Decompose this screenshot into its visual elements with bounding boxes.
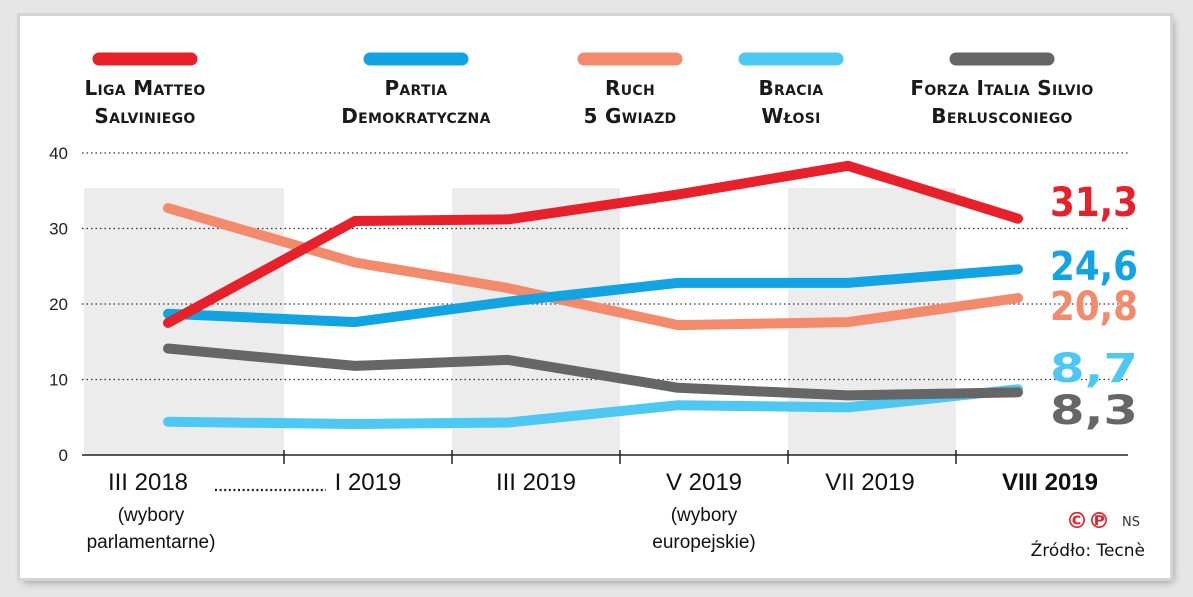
series-line-4 [163, 384, 1023, 429]
end-value-label: 20,8 [1050, 284, 1138, 330]
y-tick-label: 0 [59, 446, 68, 465]
y-tick-label: 20 [49, 295, 68, 314]
chart-frame: 0 10 20 30 40 III 2018 (wybory parlamentarne) I… [20, 16, 1170, 578]
legend-label: 5 Gwiazd [584, 104, 677, 128]
y-tick-label: 30 [49, 220, 68, 239]
x-tick-label: V 2019 [666, 469, 742, 496]
legend-label: Bracia [759, 76, 824, 100]
x-tick-note: (wybory [671, 505, 738, 526]
source-note: Źródło: Tecnè [1031, 539, 1145, 561]
end-value-label: 8,7 [1050, 346, 1138, 392]
legend-label: Forza Italia Silvio [910, 76, 1093, 100]
x-tick-label: I 2019 [335, 469, 402, 496]
end-value-label: 8,3 [1050, 388, 1138, 434]
legend-label: Liga Matteo [84, 76, 205, 100]
end-labels: 31,3 24,620,8 8,78,3 [1050, 180, 1138, 434]
legend-label: Demokratyczna [341, 104, 490, 128]
y-tick-label: 10 [49, 371, 68, 390]
x-tick-label: III 2018 [108, 469, 188, 496]
y-tick-label: 40 [49, 144, 68, 163]
legend-label: Ruch [605, 76, 655, 100]
legend-label: Berlusconiego [931, 104, 1072, 128]
x-tick-label: III 2019 [496, 469, 576, 496]
end-value-label: 24,6 [1050, 244, 1138, 290]
series-line-5 [163, 343, 1023, 401]
series-line-2 [163, 264, 1023, 328]
legend-label: Partia [384, 76, 447, 100]
legend-label: Salviniego [94, 104, 195, 128]
footer: ©℗ NS Źródło: Tecnè [1031, 509, 1145, 561]
legend-label: Włosi [761, 104, 820, 128]
series-line-1 [163, 160, 1023, 328]
end-value-label: 31,3 [1050, 180, 1138, 226]
x-axis [82, 450, 1128, 492]
x-tick-note: parlamentarne) [87, 532, 216, 553]
x-tick-label: VIII 2019 [1002, 469, 1098, 496]
series-line-3 [163, 203, 1023, 331]
legend: Liga Matteo Salviniego Partia Demokratyczna… [84, 52, 1093, 128]
x-tick-label: VII 2019 [825, 469, 914, 496]
copyright-mark: ©℗ [1066, 509, 1110, 534]
x-tick-note: (wybory [118, 505, 185, 526]
y-axis-ticks: 0 10 20 30 40 [49, 144, 68, 465]
series-lines [163, 160, 1023, 429]
x-tick-note: europejskie) [652, 532, 756, 553]
author-initials: NS [1122, 515, 1140, 530]
x-axis-ticks: III 2018 (wybory parlamentarne) I 2019 III 2… [87, 469, 1098, 553]
